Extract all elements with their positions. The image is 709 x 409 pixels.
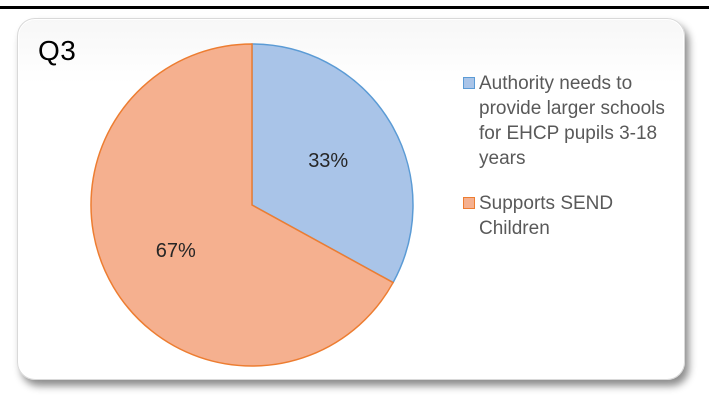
pie-slice-supports-send — [90, 43, 395, 367]
chart-area: Q3 33% 67% Authority needs to provide lar… — [17, 18, 685, 380]
header-rule — [0, 6, 709, 9]
legend-swatch-authority — [463, 77, 475, 89]
pie-slice-authority — [251, 43, 414, 284]
legend-label-authority: Authority needs to provide larger school… — [479, 73, 665, 169]
legend-item-supports-send: Supports SEND Children — [463, 191, 673, 241]
data-label-authority: 33% — [308, 150, 348, 172]
data-label-supports-send: 67% — [156, 240, 196, 262]
legend-item-authority: Authority needs to provide larger school… — [463, 71, 673, 171]
legend-swatch-supports-send — [463, 197, 475, 209]
chart-title: Q3 — [38, 35, 77, 66]
pie-chart: 33% 67% — [90, 43, 414, 367]
legend-label-supports-send: Supports SEND Children — [479, 193, 614, 239]
legend: Authority needs to provide larger school… — [463, 71, 673, 261]
